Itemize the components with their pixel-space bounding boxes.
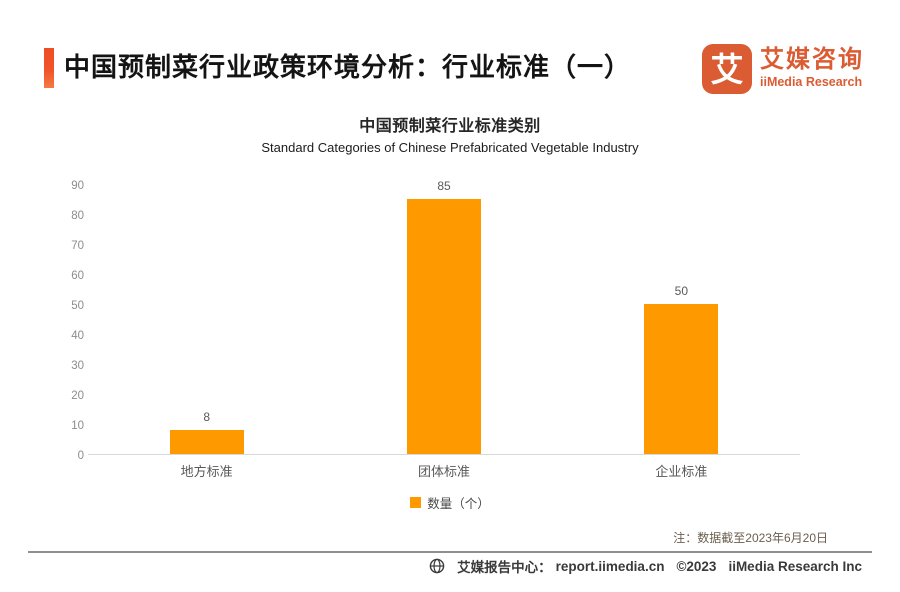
globe-icon [429, 558, 445, 574]
footer-source-label: 艾媒报告中心： [457, 560, 552, 575]
chart-title: 中国预制菜行业标准类别 [359, 118, 541, 135]
bar-地方标准 [169, 430, 244, 454]
legend-label: 数量（个） [427, 497, 490, 511]
plot-area: 0 10 20 30 40 50 60 70 80 90 8 地方标准 85 团体标准 50 企业标准 [40, 179, 800, 479]
brand-logo: 艾 艾媒咨询 iiMedia Research [702, 44, 864, 94]
data-note: 注：数据截至2023年6月20日 [673, 531, 828, 545]
legend: 数量（个） [0, 493, 900, 512]
footer-source: 艾媒报告中心： report.iimedia.cn [457, 556, 664, 576]
footer: 艾媒报告中心： report.iimedia.cn ©2023 iiMedia … [0, 556, 900, 576]
y-axis-tick: 60 [71, 270, 84, 282]
x-axis-label: 团体标准 [417, 464, 470, 479]
y-axis-tick: 30 [71, 360, 84, 372]
y-axis-tick: 0 [77, 450, 84, 462]
logo-icon: 艾 [702, 44, 752, 94]
title-accent-bar [44, 48, 54, 88]
x-axis-label: 地方标准 [180, 464, 233, 479]
chart-subtitle: Standard Categories of Chinese Prefabric… [261, 140, 639, 155]
bar-企业标准 [644, 304, 719, 454]
y-axis-tick: 40 [71, 330, 84, 342]
logo-name-cn: 艾媒咨询 [760, 46, 864, 73]
logo-name-en: iiMedia Research [760, 75, 863, 89]
x-axis-baseline [88, 454, 800, 455]
y-axis-tick: 80 [71, 210, 84, 222]
logo-text: 艾媒咨询 iiMedia Research [760, 44, 864, 90]
y-axis-tick: 10 [71, 420, 84, 432]
y-axis-tick: 50 [71, 300, 84, 312]
y-axis-tick: 90 [71, 180, 84, 192]
y-axis-tick: 70 [71, 240, 84, 252]
logo-glyph: 艾 [710, 50, 744, 88]
bar-value-label: 50 [674, 284, 688, 298]
footer-copyright: ©2023 [676, 558, 717, 574]
footer-url: report.iimedia.cn [555, 558, 665, 574]
footer-divider [28, 551, 872, 553]
bar-value-label: 8 [203, 410, 210, 424]
y-axis-tick: 20 [71, 390, 84, 402]
footer-company: iiMedia Research Inc [728, 558, 862, 574]
legend-swatch [410, 497, 422, 508]
bar-团体标准 [407, 199, 481, 454]
page-title: 中国预制菜行业政策环境分析：行业标准（一） [64, 52, 632, 82]
bar-value-label: 85 [437, 179, 451, 193]
x-axis-label: 企业标准 [655, 464, 708, 479]
